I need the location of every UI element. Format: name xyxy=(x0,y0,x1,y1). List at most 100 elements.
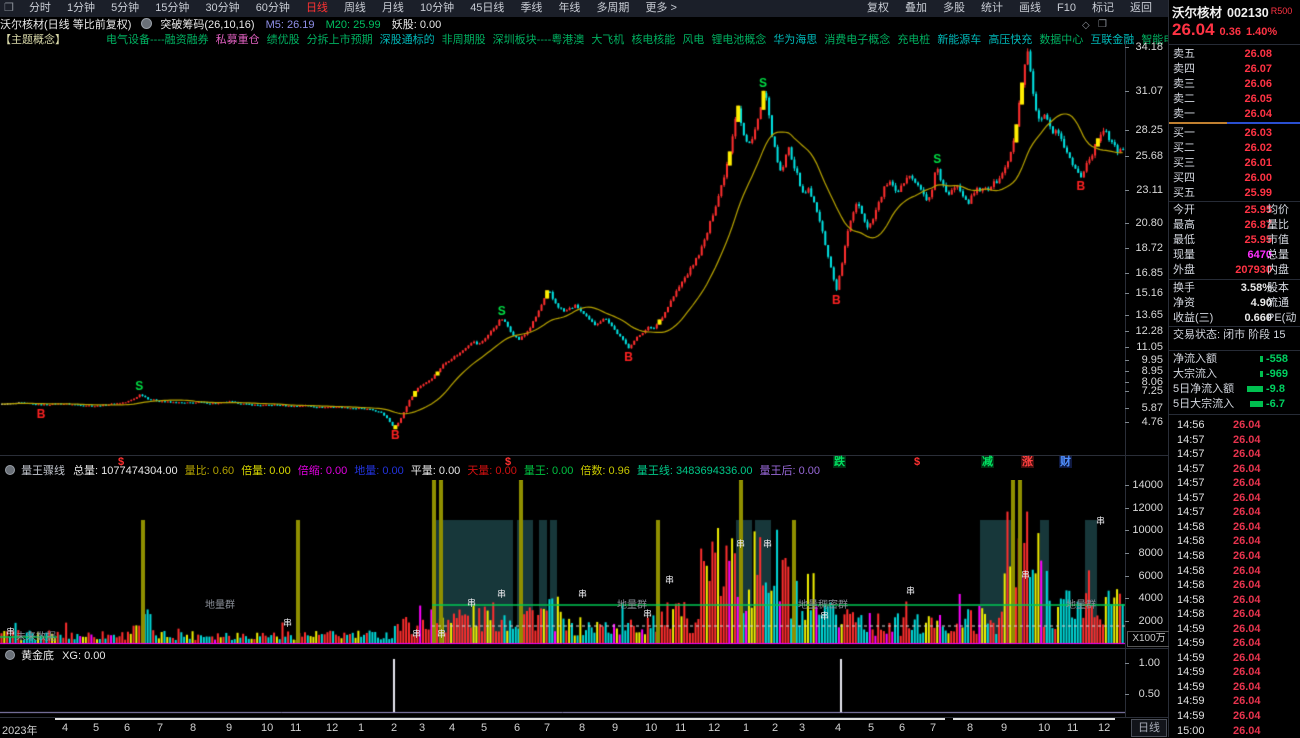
window-split-icon[interactable]: ❐ xyxy=(1098,19,1107,30)
ask-row[interactable]: 卖二 26.05 xyxy=(1169,92,1300,107)
bid-row[interactable]: 买五 25.99 xyxy=(1169,186,1300,201)
axis-tick xyxy=(1125,408,1129,409)
bid-row[interactable]: 买三 26.01 xyxy=(1169,156,1300,171)
menu-item-标记[interactable]: 标记 xyxy=(1092,2,1114,14)
transaction-row[interactable]: 14:59 26.04 xyxy=(1169,636,1300,651)
panel-collapse-icon[interactable] xyxy=(5,650,15,660)
transaction-row[interactable]: 14:58 26.04 xyxy=(1169,520,1300,535)
menu-item-画线[interactable]: 画线 xyxy=(1019,2,1042,14)
transaction-row[interactable]: 14:57 26.04 xyxy=(1169,433,1300,448)
transaction-row[interactable]: 14:58 26.04 xyxy=(1169,593,1300,608)
bid-row[interactable]: 买一 26.03 xyxy=(1169,126,1300,141)
concept-tag[interactable]: 智能电网 xyxy=(1141,34,1168,46)
menu-item-F10[interactable]: F10 xyxy=(1057,2,1076,14)
menu-item-15分钟[interactable]: 15分钟 xyxy=(155,2,190,14)
stat-row[interactable]: 最高 26.87 量比 xyxy=(1169,218,1300,233)
menu-item-30分钟[interactable]: 30分钟 xyxy=(205,2,240,14)
stat-row[interactable]: 外盘 207930 内盘 xyxy=(1169,263,1300,278)
chart-scrollbar[interactable] xyxy=(55,718,945,720)
transaction-row[interactable]: 14:58 26.04 xyxy=(1169,564,1300,579)
stat-row-right-label: 流通 xyxy=(1267,297,1289,309)
transaction-row[interactable]: 14:58 26.04 xyxy=(1169,578,1300,593)
menu-item-多周期[interactable]: 多周期 xyxy=(596,2,630,14)
transaction-row[interactable]: 14:59 26.04 xyxy=(1169,651,1300,666)
menu-item-月线[interactable]: 月线 xyxy=(381,2,404,14)
transaction-row[interactable]: 14:59 26.04 xyxy=(1169,694,1300,709)
flow-row[interactable]: 净流入额 -558 xyxy=(1169,352,1300,367)
menu-item-5分钟[interactable]: 5分钟 xyxy=(111,2,140,14)
ask-row[interactable]: 卖五 26.08 xyxy=(1169,47,1300,62)
transaction-row[interactable]: 14:57 26.04 xyxy=(1169,491,1300,506)
axis-tick xyxy=(1125,190,1129,191)
menu-item-更多 >[interactable]: 更多 > xyxy=(645,2,677,14)
vol-field: 平量: 0.00 xyxy=(410,465,461,477)
window-icon[interactable]: ❐ xyxy=(4,2,14,14)
gold-panel-name[interactable]: 黄金底 xyxy=(21,650,55,662)
menu-item-10分钟[interactable]: 10分钟 xyxy=(419,2,455,14)
axis-month-label: 10 xyxy=(1038,722,1051,734)
transaction-price: 26.04 xyxy=(1233,724,1261,737)
menu-item-60分钟[interactable]: 60分钟 xyxy=(255,2,290,14)
ask-row[interactable]: 卖一 26.04 xyxy=(1169,107,1300,122)
ask-row[interactable]: 卖四 26.07 xyxy=(1169,62,1300,77)
transaction-row[interactable]: 14:57 26.04 xyxy=(1169,476,1300,491)
period-daily-button[interactable]: 日线 xyxy=(1131,719,1167,737)
transaction-row[interactable]: 14:59 26.04 xyxy=(1169,709,1300,724)
menu-item-复权[interactable]: 复权 xyxy=(867,2,890,14)
menu-item-周线[interactable]: 周线 xyxy=(343,2,366,14)
overlay-label: 地量稠密群 xyxy=(798,600,848,611)
signal-marker-dollar: $ xyxy=(914,456,921,468)
chart-scrollbar[interactable] xyxy=(953,718,1115,720)
volume-chart-canvas[interactable] xyxy=(0,480,1125,646)
bid-row[interactable]: 买四 26.00 xyxy=(1169,171,1300,186)
menu-item-1分钟[interactable]: 1分钟 xyxy=(66,2,96,14)
transaction-row[interactable]: 14:58 26.04 xyxy=(1169,534,1300,549)
transaction-time: 14:58 xyxy=(1177,608,1205,621)
transaction-row[interactable]: 14:56 26.04 xyxy=(1169,418,1300,433)
flow-row[interactable]: 5日大宗流入 -6.7 xyxy=(1169,397,1300,412)
axis-month-label: 9 xyxy=(612,722,619,734)
signal-marker-red: 涨 xyxy=(1021,456,1034,468)
menu-item-45日线[interactable]: 45日线 xyxy=(470,2,505,14)
main-chart-canvas[interactable] xyxy=(0,40,1125,456)
stat-row[interactable]: 最低 25.95 市值 xyxy=(1169,233,1300,248)
indicator-name[interactable]: 突破筹码(26,10,16) xyxy=(160,19,255,31)
menu-item-季线[interactable]: 季线 xyxy=(520,2,543,14)
transaction-row[interactable]: 14:57 26.04 xyxy=(1169,462,1300,477)
indicator-collapse-icon[interactable] xyxy=(141,18,153,29)
menu-item-叠加[interactable]: 叠加 xyxy=(905,2,928,14)
stat-row[interactable]: 今开 25.95 均价 xyxy=(1169,203,1300,218)
ask-row[interactable]: 卖三 26.06 xyxy=(1169,77,1300,92)
ask-row-value: 26.04 xyxy=(1244,108,1272,120)
menu-item-多股[interactable]: 多股 xyxy=(943,2,966,14)
transaction-row[interactable]: 14:57 26.04 xyxy=(1169,505,1300,520)
menu-item-分时[interactable]: 分时 xyxy=(28,2,51,14)
transaction-row[interactable]: 14:59 26.04 xyxy=(1169,622,1300,637)
transaction-row[interactable]: 14:59 26.04 xyxy=(1169,665,1300,680)
menu-item-统计[interactable]: 统计 xyxy=(981,2,1004,14)
transaction-row[interactable]: 14:58 26.04 xyxy=(1169,549,1300,564)
transaction-row[interactable]: 14:57 26.04 xyxy=(1169,447,1300,462)
transaction-row[interactable]: 15:00 26.04 xyxy=(1169,724,1300,737)
trade-status[interactable]: 交易状态: 闭市 阶段 15 xyxy=(1169,328,1300,343)
transaction-price: 26.04 xyxy=(1233,433,1261,446)
panel-collapse-icon[interactable] xyxy=(5,465,15,475)
menu-item-年线[interactable]: 年线 xyxy=(558,2,581,14)
menu-item-日线[interactable]: 日线 xyxy=(305,2,328,14)
quote-stock-title[interactable]: 沃尔核材 002130 R500 xyxy=(1172,2,1292,22)
gold-indicator-canvas[interactable] xyxy=(0,656,1125,717)
diamond-icon[interactable]: ◇ xyxy=(1082,20,1090,31)
menu-item-返回[interactable]: 返回 xyxy=(1130,2,1152,14)
stat-row[interactable]: 收益(三) 0.660 PE(动 xyxy=(1169,311,1300,326)
stat-row[interactable]: 换手 3.58% 股本 xyxy=(1169,281,1300,296)
flow-row[interactable]: 大宗流入 -969 xyxy=(1169,367,1300,382)
gold-axis-label: 1.00 xyxy=(1138,657,1160,669)
flow-row[interactable]: 5日净流入额 -9.8 xyxy=(1169,382,1300,397)
stat-row[interactable]: 现量 6470 总量 xyxy=(1169,248,1300,263)
transaction-row[interactable]: 14:58 26.04 xyxy=(1169,607,1300,622)
bid-row[interactable]: 买二 26.02 xyxy=(1169,141,1300,156)
transaction-row[interactable]: 14:59 26.04 xyxy=(1169,680,1300,695)
stat-row[interactable]: 净资 4.90 流通 xyxy=(1169,296,1300,311)
volume-panel-name[interactable]: 量王骤线 xyxy=(21,465,66,477)
transaction-price: 26.04 xyxy=(1233,419,1261,431)
